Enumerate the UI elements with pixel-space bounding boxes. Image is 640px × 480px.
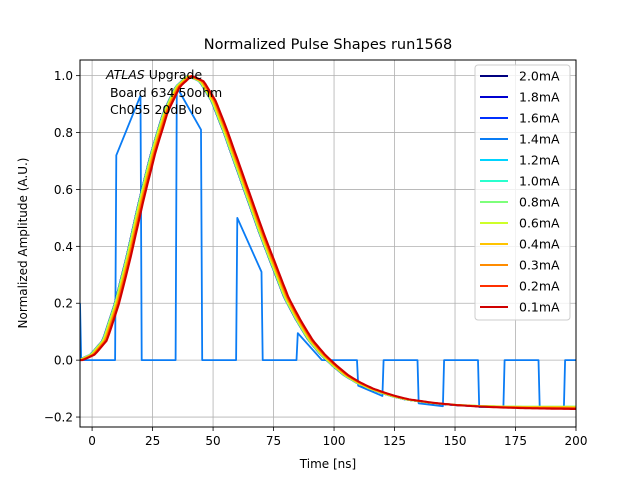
x-tick-label: 175	[504, 434, 527, 448]
y-tick-label: 0.0	[54, 354, 73, 368]
y-axis-label: Normalized Amplitude (A.U.)	[16, 158, 30, 329]
x-axis: 0 25 50 75 100 125 150 175 200	[88, 427, 587, 448]
y-tick-label: −0.2	[44, 411, 73, 425]
x-tick-label: 25	[145, 434, 160, 448]
legend-label: 0.1mA	[519, 300, 560, 315]
legend-label: 0.3mA	[519, 258, 560, 273]
y-tick-label: 0.2	[54, 297, 73, 311]
x-tick-label: 75	[266, 434, 281, 448]
legend-box	[474, 64, 571, 321]
y-axis: −0.2 0.0 0.2 0.4 0.6 0.8 1.0	[44, 69, 80, 425]
annotation-line-3: Ch055 20dB lo	[106, 102, 202, 117]
y-tick-label: 1.0	[54, 69, 73, 83]
plot-frame	[79, 59, 577, 428]
x-tick-label: 0	[88, 434, 96, 448]
legend-label: 1.4mA	[519, 132, 560, 147]
annotation-line-1: ATLAS Upgrade	[105, 67, 202, 82]
legend-label: 0.2mA	[519, 279, 560, 294]
legend: 2.0mA 1.8mA 1.6mA 1.4mA 1.2mA 1.0mA 0.8mA 0.6mA…	[474, 64, 571, 321]
y-tick-label: 0.8	[54, 126, 73, 140]
annotation-text: ATLAS Upgrade Board 634 50ohm Ch055 20dB…	[105, 67, 222, 117]
legend-label: 2.0mA	[519, 69, 560, 84]
legend-label: 0.4mA	[519, 237, 560, 252]
legend-label: 1.8mA	[519, 90, 560, 105]
annotation-atlas: ATLAS	[105, 67, 145, 82]
legend-label: 1.6mA	[519, 111, 560, 126]
x-tick-label: 125	[383, 434, 406, 448]
legend-label: 0.8mA	[519, 195, 560, 210]
x-tick-label: 100	[323, 434, 346, 448]
y-tick-label: 0.6	[54, 183, 73, 197]
x-tick-label: 50	[205, 434, 220, 448]
annotation-line-2: Board 634 50ohm	[106, 85, 222, 100]
series-line-1.4mA	[80, 86, 576, 409]
x-tick-label: 200	[565, 434, 588, 448]
y-tick-label: 0.4	[54, 240, 73, 254]
series-layer	[80, 74, 576, 410]
legend-label: 0.6mA	[519, 216, 560, 231]
annotation-upgrade: Upgrade	[145, 67, 203, 82]
legend-label: 1.2mA	[519, 153, 560, 168]
series-line-0.1mA	[80, 75, 576, 410]
legend-label: 1.0mA	[519, 174, 560, 189]
x-tick-label: 150	[444, 434, 467, 448]
x-axis-label: Time [ns]	[299, 457, 356, 471]
chart-title: Normalized Pulse Shapes run1568	[204, 37, 452, 53]
